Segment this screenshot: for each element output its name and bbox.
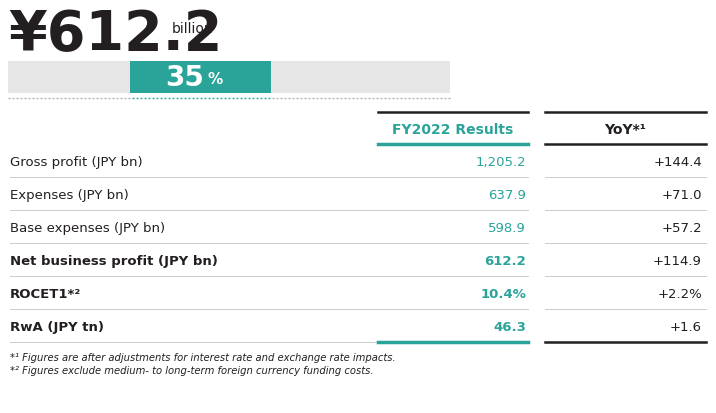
Text: billion: billion <box>172 22 213 36</box>
Text: 598.9: 598.9 <box>488 221 526 234</box>
Text: Base expenses (JPY bn): Base expenses (JPY bn) <box>10 221 165 234</box>
Text: +2.2%: +2.2% <box>657 287 702 300</box>
Text: Gross profit (JPY bn): Gross profit (JPY bn) <box>10 155 142 168</box>
Text: YoY*¹: YoY*¹ <box>604 123 647 137</box>
Text: ROCET1*²: ROCET1*² <box>10 287 81 300</box>
Text: %: % <box>207 72 223 87</box>
Text: 637.9: 637.9 <box>488 188 526 201</box>
Text: *² Figures exclude medium- to long-term foreign currency funding costs.: *² Figures exclude medium- to long-term … <box>10 365 374 375</box>
Text: FY2022 Results: FY2022 Results <box>392 123 513 137</box>
Text: 10.4%: 10.4% <box>480 287 526 300</box>
Text: 46.3: 46.3 <box>493 320 526 333</box>
Text: +114.9: +114.9 <box>653 254 702 267</box>
Text: +1.6: +1.6 <box>670 320 702 333</box>
Text: ¥612.2: ¥612.2 <box>8 8 223 62</box>
Text: +57.2: +57.2 <box>662 221 702 234</box>
Text: +144.4: +144.4 <box>653 155 702 168</box>
Text: +71.0: +71.0 <box>662 188 702 201</box>
Text: 1,205.2: 1,205.2 <box>475 155 526 168</box>
Text: *¹ Figures are after adjustments for interest rate and exchange rate impacts.: *¹ Figures are after adjustments for int… <box>10 352 396 362</box>
Text: RwA (JPY tn): RwA (JPY tn) <box>10 320 104 333</box>
Text: 35: 35 <box>165 64 204 92</box>
Text: 612.2: 612.2 <box>484 254 526 267</box>
Bar <box>130 62 271 94</box>
Text: Net business profit (JPY bn): Net business profit (JPY bn) <box>10 254 218 267</box>
Bar <box>8 62 450 94</box>
Text: Expenses (JPY bn): Expenses (JPY bn) <box>10 188 129 201</box>
